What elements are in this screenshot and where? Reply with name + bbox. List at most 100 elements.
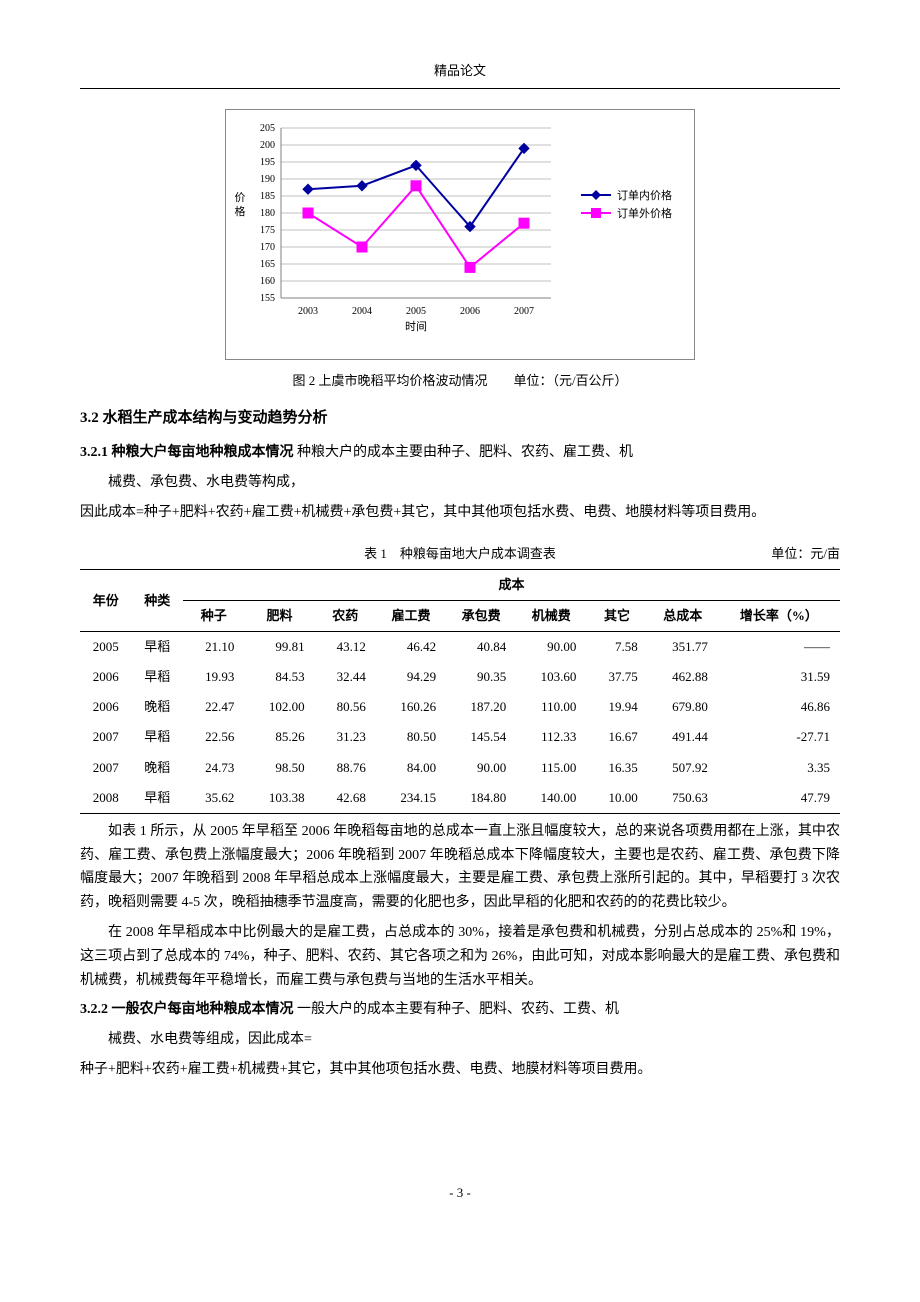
svg-text:2006: 2006 [460, 306, 480, 317]
table-cell: 2008 [80, 783, 132, 814]
svg-text:155: 155 [260, 293, 275, 304]
table-cell: 晚稻 [132, 692, 184, 722]
table-cell: 32.44 [315, 662, 376, 692]
svg-text:160: 160 [260, 276, 275, 287]
page-number: - 3 - [80, 1182, 840, 1204]
para-a: 如表 1 所示，从 2005 年早稻至 2006 年晚稻每亩地的总成本一直上涨且… [80, 820, 840, 915]
svg-text:2004: 2004 [352, 306, 372, 317]
table-cell: 早稻 [132, 662, 184, 692]
col-header: 雇工费 [376, 601, 446, 632]
table-cell: 234.15 [376, 783, 446, 814]
svg-text:2003: 2003 [298, 306, 318, 317]
table-cell: 145.54 [446, 722, 516, 752]
svg-text:200: 200 [260, 140, 275, 151]
table-cell: 40.84 [446, 632, 516, 663]
table-cell: 187.20 [446, 692, 516, 722]
p321-rest: 种粮大户的成本主要由种子、肥料、农药、雇工费、机 [297, 445, 633, 460]
table-cell: 90.35 [446, 662, 516, 692]
table-cell: 184.80 [446, 783, 516, 814]
p322-rest: 一般大户的成本主要有种子、肥料、农药、工费、机 [297, 1002, 619, 1017]
table-cell: 2006 [80, 692, 132, 722]
svg-text:180: 180 [260, 208, 275, 219]
svg-text:价: 价 [235, 191, 246, 204]
table-cell: 22.56 [183, 722, 244, 752]
table-cell: —— [718, 632, 840, 663]
p322-line2: 械费、水电费等组成，因此成本= [108, 1028, 840, 1052]
table-cell: 90.00 [516, 632, 586, 663]
svg-text:165: 165 [260, 259, 275, 270]
table-cell: 679.80 [648, 692, 718, 722]
table-cell: 462.88 [648, 662, 718, 692]
col-year: 年份 [80, 569, 132, 631]
table-cell: 早稻 [132, 632, 184, 663]
table-cell: 112.33 [516, 722, 586, 752]
svg-text:2007: 2007 [514, 306, 534, 317]
table-cell: -27.71 [718, 722, 840, 752]
table-cell: 160.26 [376, 692, 446, 722]
col-header: 承包费 [446, 601, 516, 632]
p322-head: 3.2.2 一般农户每亩地种粮成本情况 [80, 1002, 294, 1017]
table-cell: 80.50 [376, 722, 446, 752]
table-cell: 88.76 [315, 753, 376, 783]
col-header: 种子 [183, 601, 244, 632]
table-cell: 102.00 [244, 692, 314, 722]
table-cell: 31.59 [718, 662, 840, 692]
table-cell: 10.00 [586, 783, 647, 814]
p321-line2: 械费、承包费、水电费等构成， [108, 471, 840, 495]
col-kind: 种类 [132, 569, 184, 631]
table-cell: 2005 [80, 632, 132, 663]
table-unit: 单位：元/亩 [720, 543, 840, 565]
table-cell: 2006 [80, 662, 132, 692]
table-cell: 103.38 [244, 783, 314, 814]
col-header: 其它 [586, 601, 647, 632]
table-cell: 110.00 [516, 692, 586, 722]
table-cell: 19.93 [183, 662, 244, 692]
table-cell: 22.47 [183, 692, 244, 722]
svg-text:订单外价格: 订单外价格 [617, 206, 672, 220]
table-cell: 90.00 [446, 753, 516, 783]
col-group-cost: 成本 [183, 569, 840, 600]
svg-text:175: 175 [260, 225, 275, 236]
svg-text:2005: 2005 [406, 306, 426, 317]
table-title-row: 表 1 种粮每亩地大户成本调查表 单位：元/亩 [80, 543, 840, 565]
section-3-2-title: 3.2 水稻生产成本结构与变动趋势分析 [80, 406, 840, 432]
table-cell: 46.42 [376, 632, 446, 663]
table-cell: 晚稻 [132, 753, 184, 783]
chart-box: 1551601651701751801851901952002052003200… [225, 109, 695, 360]
p321-line3: 因此成本=种子+肥料+农药+雇工费+机械费+承包费+其它，其中其他项包括水费、电… [80, 501, 840, 525]
table-cell: 140.00 [516, 783, 586, 814]
svg-text:订单内价格: 订单内价格 [617, 188, 672, 202]
svg-text:格: 格 [235, 204, 246, 218]
table-cell: 2007 [80, 753, 132, 783]
table-cell: 84.53 [244, 662, 314, 692]
table-cell: 早稻 [132, 783, 184, 814]
table-cell: 16.67 [586, 722, 647, 752]
chart-caption: 图 2 上虞市晚稻平均价格波动情况 单位：（元/百公斤） [80, 370, 840, 392]
table-cell: 43.12 [315, 632, 376, 663]
p322: 3.2.2 一般农户每亩地种粮成本情况 一般大户的成本主要有种子、肥料、农药、工… [80, 998, 840, 1022]
p321: 3.2.1 种粮大户每亩地种粮成本情况 种粮大户的成本主要由种子、肥料、农药、雇… [80, 441, 840, 465]
p321-head: 3.2.1 种粮大户每亩地种粮成本情况 [80, 445, 294, 460]
table-cell: 42.68 [315, 783, 376, 814]
svg-text:195: 195 [260, 157, 275, 168]
col-header: 机械费 [516, 601, 586, 632]
table-cell: 46.86 [718, 692, 840, 722]
line-chart: 1551601651701751801851901952002052003200… [226, 110, 696, 350]
table-cell: 115.00 [516, 753, 586, 783]
cost-table: 年份种类成本种子肥料农药雇工费承包费机械费其它总成本增长率（%） 2005早稻2… [80, 569, 840, 814]
table-cell: 31.23 [315, 722, 376, 752]
table-cell: 491.44 [648, 722, 718, 752]
table-cell: 103.60 [516, 662, 586, 692]
col-header: 总成本 [648, 601, 718, 632]
table-cell: 351.77 [648, 632, 718, 663]
svg-text:时间: 时间 [405, 320, 427, 333]
table-cell: 99.81 [244, 632, 314, 663]
table-cell: 7.58 [586, 632, 647, 663]
table-cell: 37.75 [586, 662, 647, 692]
table-cell: 3.35 [718, 753, 840, 783]
col-header: 农药 [315, 601, 376, 632]
table-cell: 507.92 [648, 753, 718, 783]
col-header: 增长率（%） [718, 601, 840, 632]
para-b: 在 2008 年早稻成本中比例最大的是雇工费，占总成本的 30%，接着是承包费和… [80, 921, 840, 992]
table-cell: 24.73 [183, 753, 244, 783]
